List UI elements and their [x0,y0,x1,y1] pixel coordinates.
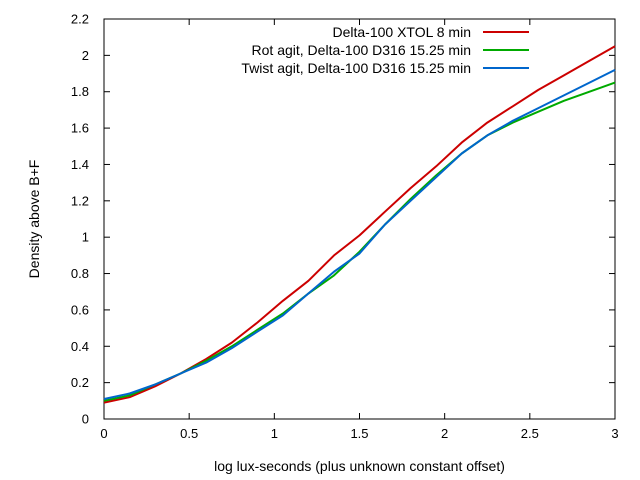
legend-label-2: Rot agit, Delta-100 D316 15.25 min [252,42,471,58]
y-tick-label: 0.4 [71,339,89,354]
series-lines [103,45,616,404]
y-tick-label: 1.8 [71,84,89,99]
x-tick-label: 0.5 [180,426,198,441]
y-tick-label: 2.2 [71,12,89,27]
x-tick-label: 1.5 [350,426,368,441]
y-tick-label: 0.8 [71,266,89,281]
y-tick-label: 1.4 [71,157,89,172]
x-tick-label: 0 [100,426,107,441]
legend-label-1: Delta-100 XTOL 8 min [332,24,471,40]
series-line-2 [103,81,616,402]
x-tick-label: 2 [441,426,448,441]
x-tick-label: 2.5 [521,426,539,441]
x-tick-label: 3 [611,426,618,441]
y-tick-label: 1.6 [71,121,89,136]
y-tick-label: 0 [82,412,89,427]
y-tick-label: 0.2 [71,375,89,390]
y-tick-label: 1 [82,230,89,245]
legend: Delta-100 XTOL 8 min Rot agit, Delta-100 … [241,24,529,76]
series-line-1 [103,45,616,404]
plot-frame [103,18,616,420]
y-tick-label: 0.6 [71,302,89,317]
legend-label-3: Twist agit, Delta-100 D316 15.25 min [241,60,471,76]
y-axis-title: Density above B+F [26,160,42,279]
x-axis-title: log lux-seconds (plus unknown constant o… [214,458,505,474]
series-line-3 [103,69,616,400]
x-tick-label: 1 [271,426,278,441]
y-tick-label: 2 [82,48,89,63]
axis-ticks: 0 0.5 1 1.5 2 2.5 3 0 0.2 0.4 0.6 0.8 1 1.2 1.4 1.6 1.8 2… [71,12,619,442]
y-tick-label: 1.2 [71,193,89,208]
